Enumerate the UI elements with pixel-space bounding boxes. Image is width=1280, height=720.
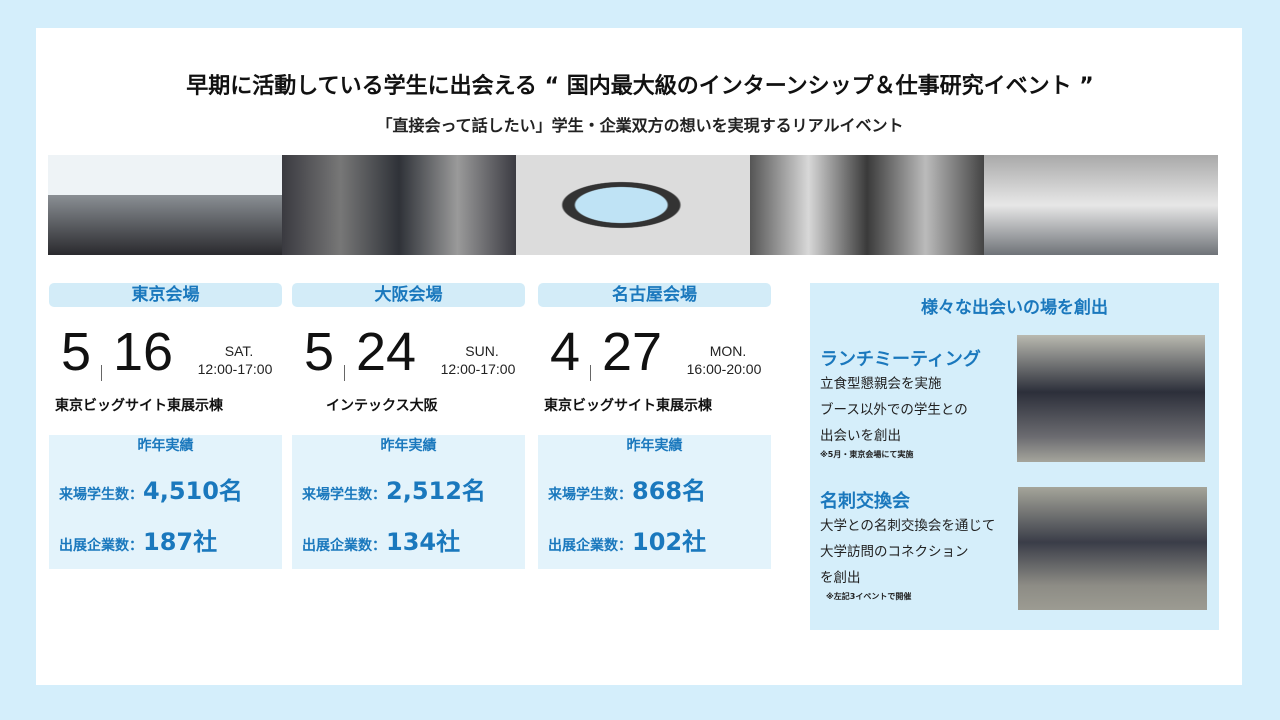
lunch-meeting-photo [1017, 335, 1205, 462]
students-stat: 来場学生数：868名 [538, 471, 771, 506]
meeting-opportunities-panel: 様々な出会いの場を創出 ランチミーティング 立食型懇親会を実施 ブース以外での学… [810, 283, 1219, 630]
venue-name: 大阪会場 [292, 283, 525, 307]
date-weekday: SUN. [465, 343, 499, 359]
panel-title: 様々な出会いの場を創出 [921, 298, 1108, 318]
venue-place: インテックス大阪 [326, 398, 438, 414]
last-year-stats: 昨年実績 来場学生数：2,512名 出展企業数：134社 [292, 435, 525, 569]
date-divider [101, 365, 102, 381]
card-title: 名刺交換会 [820, 491, 910, 512]
lunch-title: ランチミーティング [820, 349, 981, 370]
stats-title: 昨年実績 [626, 438, 683, 454]
date-day: 16 [113, 322, 174, 382]
students-value: 868名 [632, 477, 707, 505]
card-line: を創出 [820, 570, 861, 586]
companies-value: 102社 [632, 528, 707, 556]
companies-stat: 出展企業数：134社 [292, 522, 525, 557]
date-month: 5 [61, 322, 92, 382]
card-exchange-photo [1018, 487, 1207, 610]
companies-label: 出展企業数： [548, 538, 632, 554]
date-weekday: SAT. [224, 343, 254, 359]
students-writing-photo [750, 155, 984, 255]
queue-photo [282, 155, 516, 255]
date-day: 27 [602, 322, 663, 382]
companies-value: 187社 [143, 528, 218, 556]
event-date: 4 27 MON. 16:00-20:00 [538, 321, 771, 391]
stats-title: 昨年実績 [137, 438, 194, 454]
last-year-stats: 昨年実績 来場学生数：4,510名 出展企業数：187社 [49, 435, 282, 569]
lunch-line: 立食型懇親会を実施 [820, 376, 942, 392]
venue-column: 名古屋会場 4 27 MON. 16:00-20:00 東京ビッグサイト東展示棟… [538, 283, 771, 569]
venue-column: 大阪会場 5 24 SUN. 12:00-17:00 インテックス大阪 昨年実績… [292, 283, 525, 569]
venue-place: 東京ビッグサイト東展示棟 [55, 398, 223, 414]
stats-title: 昨年実績 [380, 438, 437, 454]
smartphone-photo [516, 155, 750, 255]
card-line: 大学との名刺交換会を通じて [820, 518, 996, 534]
date-day: 24 [356, 322, 417, 382]
date-divider [590, 365, 591, 381]
date-divider [344, 365, 345, 381]
photo-strip [48, 155, 1218, 255]
companies-label: 出展企業数： [59, 538, 143, 554]
venue-hall-photo [984, 155, 1218, 255]
date-month: 5 [304, 322, 335, 382]
students-value: 2,512名 [386, 477, 486, 505]
students-label: 来場学生数： [548, 487, 632, 503]
students-stat: 来場学生数：2,512名 [292, 471, 525, 506]
students-stat: 来場学生数：4,510名 [49, 471, 282, 506]
lunch-note: ※5月・東京会場にて実施 [820, 450, 914, 459]
event-time: 12:00-17:00 [440, 361, 516, 377]
students-label: 来場学生数： [59, 487, 143, 503]
event-entrance-photo [48, 155, 282, 255]
event-time: 12:00-17:00 [197, 361, 273, 377]
venue-name: 名古屋会場 [538, 283, 771, 307]
card-line: 大学訪問のコネクション [820, 544, 969, 560]
page-title: 早期に活動している学生に出会える “ 国内最大級のインターンシップ＆仕事研究イベ… [186, 74, 1094, 99]
venue-column: 東京会場 5 16 SAT. 12:00-17:00 東京ビッグサイト東展示棟 … [49, 283, 282, 569]
venue-name: 東京会場 [49, 283, 282, 307]
lunch-meeting-section: ランチミーティング 立食型懇親会を実施 ブース以外での学生との 出会いを創出 ※… [820, 345, 981, 460]
venue-place: 東京ビッグサイト東展示棟 [544, 398, 712, 414]
card-note: ※左記3イベントで開催 [826, 592, 912, 601]
lunch-line: 出会いを創出 [820, 428, 901, 444]
page-subtitle: 「直接会って話したい」学生・企業双方の想いを実現するリアルイベント [376, 116, 904, 135]
companies-label: 出展企業数： [302, 538, 386, 554]
companies-value: 134社 [386, 528, 461, 556]
companies-stat: 出展企業数：187社 [49, 522, 282, 557]
companies-stat: 出展企業数：102社 [538, 522, 771, 557]
date-weekday: MON. [709, 343, 747, 359]
students-value: 4,510名 [143, 477, 243, 505]
lunch-line: ブース以外での学生との [820, 402, 968, 418]
card-exchange-section: 名刺交換会 大学との名刺交換会を通じて 大学訪問のコネクション を創出 ※左記3… [820, 487, 995, 602]
last-year-stats: 昨年実績 来場学生数：868名 出展企業数：102社 [538, 435, 771, 569]
event-date: 5 24 SUN. 12:00-17:00 [292, 321, 525, 391]
students-label: 来場学生数： [302, 487, 386, 503]
date-month: 4 [550, 322, 581, 382]
event-time: 16:00-20:00 [686, 361, 762, 377]
event-date: 5 16 SAT. 12:00-17:00 [49, 321, 282, 391]
